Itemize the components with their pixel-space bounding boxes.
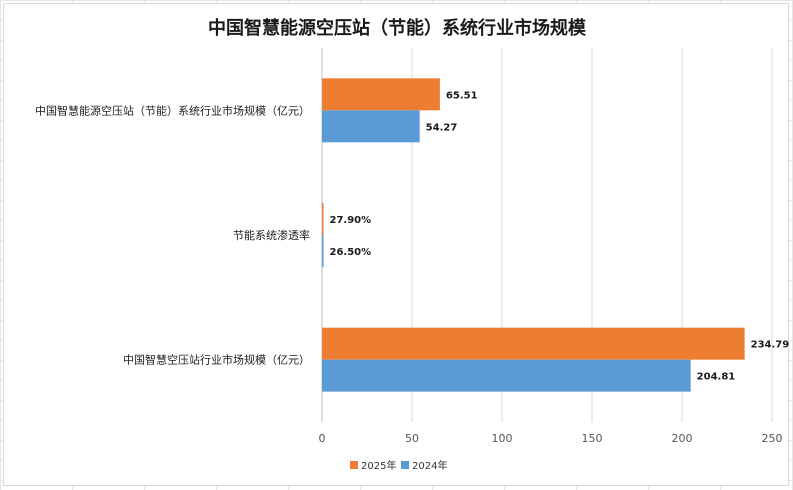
category-label: 中国智慧空压站行业市场规模（亿元） — [123, 353, 310, 367]
bar — [322, 110, 420, 143]
data-label: 27.90% — [330, 215, 372, 226]
legend-label: 2024年 — [412, 459, 447, 472]
category-label: 中国智慧能源空压站（节能）系统行业市场规模（亿元） — [35, 103, 310, 117]
legend-swatch — [350, 461, 358, 469]
chart-title: 中国智慧能源空压站（节能）系统行业市场规模 — [208, 18, 586, 39]
legend-label: 2025年 — [361, 459, 396, 472]
data-label: 204.81 — [697, 372, 736, 383]
chart-area[interactable]: 中国智慧能源空压站（节能）系统行业市场规模 0 50 100 150 200 250 中国智… — [3, 3, 789, 486]
bar — [322, 203, 324, 235]
bar — [322, 78, 440, 111]
bar — [322, 235, 324, 267]
bar-chart: 0 50 100 150 200 250 中国智慧能源空压站（节能）系统行业市场规模（亿元）… — [35, 48, 790, 472]
bar — [322, 327, 745, 360]
x-tick-label: 50 — [405, 432, 419, 445]
data-label: 26.50% — [330, 247, 372, 258]
bar — [322, 359, 691, 392]
data-label: 54.27 — [426, 122, 458, 133]
x-tick-label: 200 — [672, 432, 693, 445]
x-tick-label: 150 — [582, 432, 603, 445]
x-tick-label: 0 — [319, 432, 326, 445]
x-tick-label: 250 — [762, 432, 783, 445]
category-label: 节能系统渗透率 — [233, 228, 310, 242]
data-label: 65.51 — [446, 90, 478, 101]
x-tick-label: 100 — [492, 432, 513, 445]
data-label: 234.79 — [751, 340, 790, 351]
legend-swatch — [401, 461, 409, 469]
